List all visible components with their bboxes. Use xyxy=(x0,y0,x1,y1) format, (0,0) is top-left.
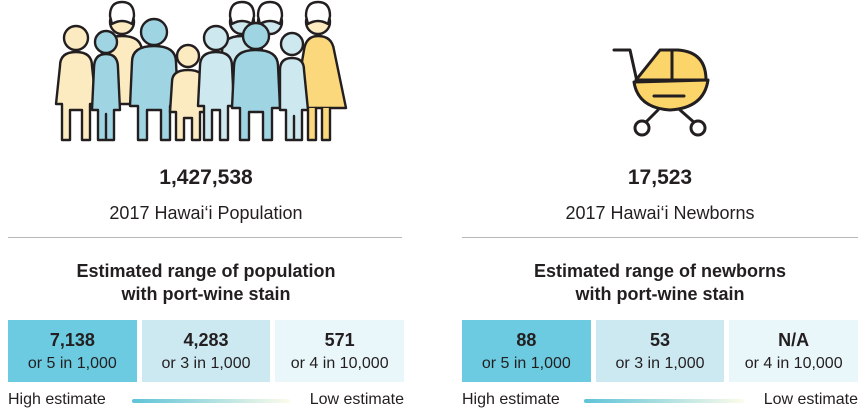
estimate-value: N/A xyxy=(778,329,810,350)
newborn-total: 17,523 xyxy=(627,166,693,189)
newborn-range-title-line1: Estimated range of newborns xyxy=(533,261,787,281)
estimate-legend: High estimate Low estimate xyxy=(462,390,858,410)
population-total: 1,427,538 xyxy=(159,166,253,189)
estimate-value: 53 xyxy=(649,329,671,350)
legend-low-label: Low estimate xyxy=(309,391,404,408)
person-figure-4 xyxy=(168,43,208,142)
newborn-estimate-boxes: 88 or 5 in 1,000 53 or 3 in 1,000 N/A or… xyxy=(462,320,859,382)
person-figure-1 xyxy=(54,24,98,142)
person-figure-back-4 xyxy=(292,0,348,110)
section-divider xyxy=(8,237,402,238)
population-range-title-line2: with port-wine stain xyxy=(121,284,291,304)
newborn-caption: 2017 Hawai‘i Newborns xyxy=(565,203,755,223)
population-estimate-boxes: 7,138 or 5 in 1,000 4,283 or 3 in 1,000 … xyxy=(8,320,405,382)
person-figure-2 xyxy=(90,29,122,142)
population-range-title: Estimated range of population with port-… xyxy=(4,260,408,306)
section-divider xyxy=(462,237,858,238)
person-figure-7 xyxy=(278,31,310,142)
population-mid-estimate: 4,283 or 3 in 1,000 xyxy=(141,320,271,382)
newborn-low-estimate: N/A or 4 in 10,000 xyxy=(729,320,859,382)
estimate-value: 7,138 xyxy=(49,329,95,350)
person-figure-8-legs xyxy=(306,106,332,142)
legend-high-label: High estimate xyxy=(462,391,560,408)
estimate-value: 571 xyxy=(324,329,355,350)
estimate-rate: or 4 in 10,000 xyxy=(290,354,389,372)
estimate-rate: or 3 in 1,000 xyxy=(615,354,705,372)
estimate-rate: or 5 in 1,000 xyxy=(481,354,571,372)
estimate-rate: or 5 in 1,000 xyxy=(27,354,117,372)
population-range-title-line1: Estimated range of population xyxy=(76,261,336,281)
estimate-legend: High estimate Low estimate xyxy=(8,390,404,410)
population-panel: 1,427,538 2017 Hawai‘i Population Estima… xyxy=(4,0,408,412)
newborn-panel: 17,523 2017 Hawai‘i Newborns Estimated r… xyxy=(458,0,862,412)
estimate-value: 4,283 xyxy=(183,329,229,350)
legend-high-label: High estimate xyxy=(8,391,106,408)
newborn-range-title-line2: with port-wine stain xyxy=(575,284,745,304)
newborn-mid-estimate: 53 or 3 in 1,000 xyxy=(595,320,725,382)
estimate-value: 88 xyxy=(516,329,537,350)
person-figure-6 xyxy=(230,21,282,142)
legend-low-label: Low estimate xyxy=(763,391,858,408)
legend-gradient-bar xyxy=(132,399,290,403)
newborn-high-estimate: 88 or 5 in 1,000 xyxy=(462,320,591,382)
people-group-icon xyxy=(54,0,348,142)
person-figure-3 xyxy=(128,17,180,142)
population-caption: 2017 Hawai‘i Population xyxy=(109,203,303,223)
population-low-estimate: 571 or 4 in 10,000 xyxy=(275,320,405,382)
legend-gradient-bar xyxy=(584,399,744,403)
newborn-range-title: Estimated range of newborns with port-wi… xyxy=(458,260,862,306)
person-figure-5 xyxy=(196,24,236,142)
baby-stroller-icon xyxy=(612,48,710,137)
estimate-rate: or 4 in 10,000 xyxy=(744,354,843,372)
estimate-rate: or 3 in 1,000 xyxy=(161,354,251,372)
population-high-estimate: 7,138 or 5 in 1,000 xyxy=(8,320,137,382)
